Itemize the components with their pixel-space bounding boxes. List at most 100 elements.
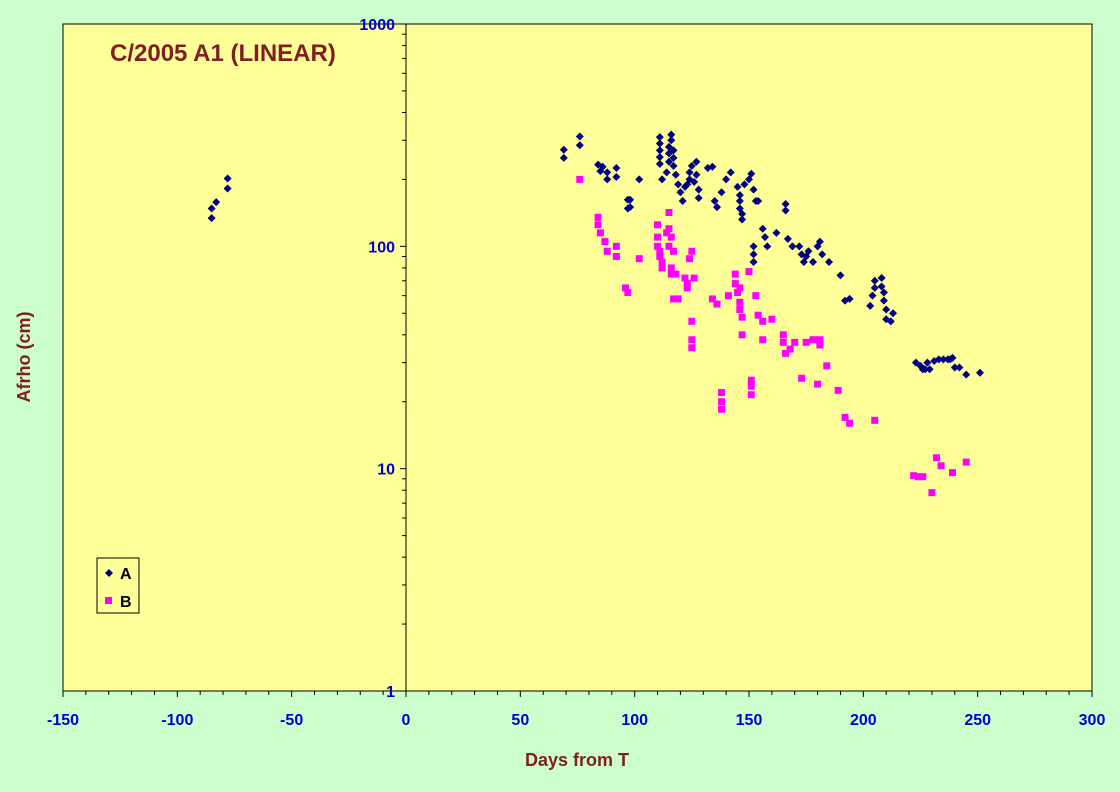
data-point-a xyxy=(655,139,664,148)
data-point-a xyxy=(975,368,984,377)
series-a xyxy=(207,130,984,379)
data-point-a xyxy=(870,276,879,285)
data-point-b xyxy=(670,247,678,255)
data-point-b xyxy=(603,247,611,255)
data-point-b xyxy=(683,284,691,292)
data-point-b xyxy=(752,292,760,300)
data-point-b xyxy=(724,292,732,300)
series-b xyxy=(576,175,970,497)
data-point-b xyxy=(713,300,721,308)
data-point-a xyxy=(772,228,781,237)
data-point-a xyxy=(685,168,694,177)
data-point-a xyxy=(747,169,756,178)
data-point-a xyxy=(804,247,813,256)
data-point-b xyxy=(718,405,726,413)
data-point-b xyxy=(665,225,673,233)
data-point-a xyxy=(692,170,701,179)
data-point-b xyxy=(823,362,831,370)
y-tick-label: 10 xyxy=(377,462,395,479)
data-point-b xyxy=(612,253,620,261)
data-point-a xyxy=(923,358,932,367)
data-point-b xyxy=(846,419,854,427)
data-point-a xyxy=(788,242,797,251)
data-point-b xyxy=(667,233,675,241)
data-point-a xyxy=(626,203,635,212)
data-point-a xyxy=(733,182,742,191)
data-point-a xyxy=(559,153,568,162)
data-point-a xyxy=(948,353,957,362)
data-point-b xyxy=(834,386,842,394)
data-point-a xyxy=(655,159,664,168)
data-point-a xyxy=(635,175,644,184)
data-point-a xyxy=(879,296,888,305)
data-point-a xyxy=(678,196,687,205)
data-point-a xyxy=(738,215,747,224)
data-point-a xyxy=(749,185,758,194)
x-tick-label: -50 xyxy=(280,712,303,729)
data-point-b xyxy=(841,413,849,421)
data-point-b xyxy=(736,298,744,306)
data-point-a xyxy=(669,146,678,155)
data-point-a xyxy=(603,175,612,184)
data-point-b xyxy=(791,338,799,346)
data-point-b xyxy=(759,317,767,325)
data-point-b xyxy=(731,280,739,288)
data-point-b xyxy=(635,255,643,263)
data-point-a xyxy=(710,196,719,205)
legend-label-a: A xyxy=(120,566,132,583)
legend-marker-a xyxy=(105,569,113,577)
data-point-a xyxy=(866,301,875,310)
data-point-a xyxy=(749,258,758,267)
data-point-b xyxy=(708,295,716,303)
data-point-b xyxy=(816,341,824,349)
data-point-b xyxy=(734,288,742,296)
data-point-a xyxy=(781,206,790,215)
data-point-a xyxy=(735,196,744,205)
data-point-a xyxy=(708,162,717,171)
data-point-a xyxy=(655,153,664,162)
data-point-b xyxy=(736,284,744,292)
y-tick-label: 1000 xyxy=(359,17,395,34)
data-point-a xyxy=(694,185,703,194)
data-point-b xyxy=(718,398,726,406)
data-point-a xyxy=(925,365,934,374)
data-point-a xyxy=(694,193,703,202)
data-point-a xyxy=(667,130,676,139)
data-point-a xyxy=(674,180,683,189)
data-point-a xyxy=(722,175,731,184)
data-point-a xyxy=(886,317,895,326)
data-point-b xyxy=(688,317,696,325)
data-point-b xyxy=(910,472,918,480)
data-point-a xyxy=(671,170,680,179)
data-point-b xyxy=(622,284,630,292)
data-point-a xyxy=(662,168,671,177)
data-point-a xyxy=(575,141,584,150)
data-point-a xyxy=(763,242,772,251)
data-point-b xyxy=(690,274,698,282)
legend-marker-b xyxy=(105,597,112,604)
data-point-b xyxy=(681,274,689,282)
data-point-a xyxy=(754,196,763,205)
chart-title: C/2005 A1 (LINEAR) xyxy=(110,40,336,67)
data-point-b xyxy=(937,462,945,470)
data-point-a xyxy=(690,177,699,186)
data-point-a xyxy=(717,188,726,197)
data-point-b xyxy=(747,391,755,399)
data-point-b xyxy=(656,253,664,261)
data-point-b xyxy=(779,331,787,339)
data-point-a xyxy=(223,174,232,183)
data-point-a xyxy=(667,136,676,145)
y-tick-label: 1 xyxy=(386,684,395,701)
data-point-b xyxy=(919,473,927,481)
data-point-b xyxy=(594,213,602,221)
y-axis-title: Afrho (cm) xyxy=(14,312,34,403)
data-point-a xyxy=(934,355,943,364)
data-point-b xyxy=(654,233,662,241)
data-point-b xyxy=(667,270,675,278)
data-point-b xyxy=(674,295,682,303)
data-point-b xyxy=(731,270,739,278)
data-point-b xyxy=(665,208,673,216)
data-point-a xyxy=(740,180,749,189)
data-point-b xyxy=(738,313,746,321)
data-point-a xyxy=(870,283,879,292)
